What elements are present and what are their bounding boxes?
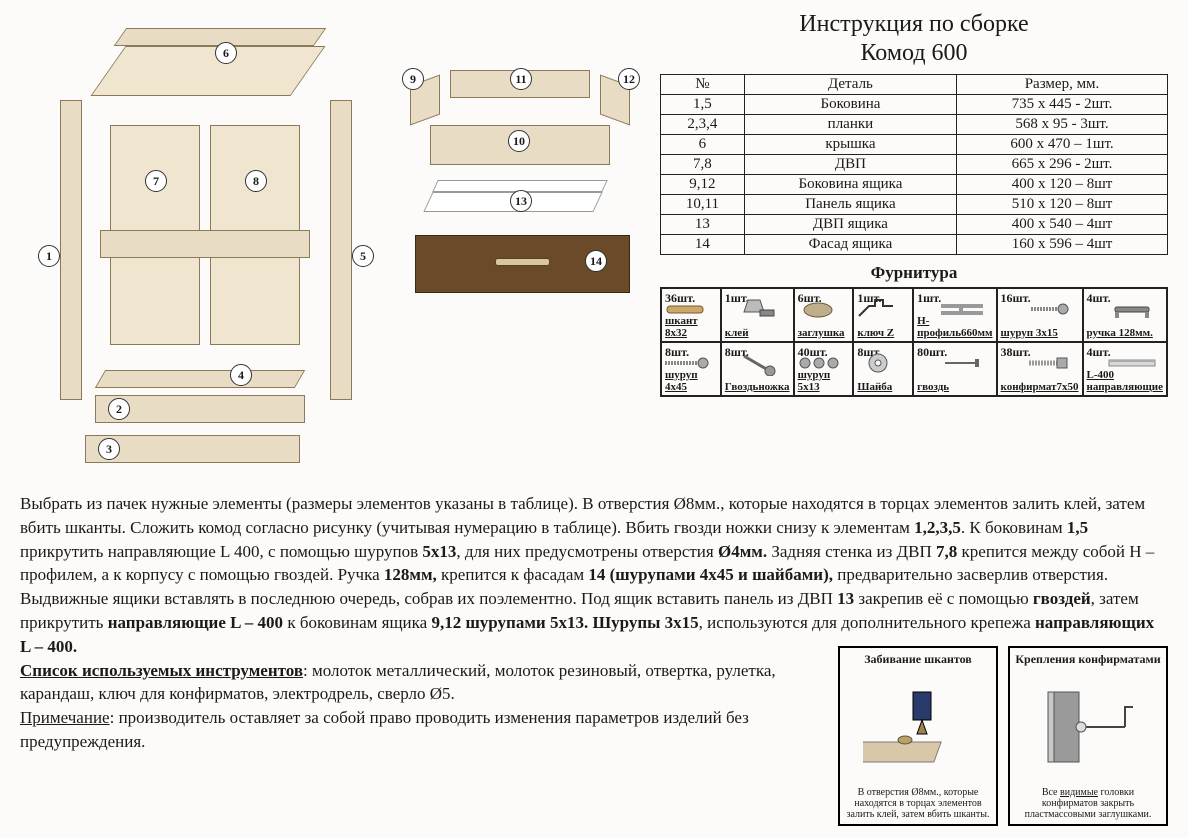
hardware-icon	[848, 295, 908, 323]
hint-box-confirmat: Крепления конфирматами Все видимые голов…	[1008, 646, 1168, 826]
hardware-cell: 8шт.Гвоздьножка	[721, 342, 794, 396]
hardware-cell: 8шт.шуруп 4х45	[661, 342, 721, 396]
hardware-cell: 1шт.ключ Z	[853, 288, 913, 342]
table-row: 14Фасад ящика160 х 596 – 4шт	[661, 234, 1168, 254]
callout-4: 4	[230, 364, 252, 386]
hardware-grid: 36шт.шкант 8х321шт.клей6шт.заглушка1шт.к…	[660, 287, 1168, 397]
hardware-title: Фурнитура	[660, 263, 1168, 283]
hardware-name: ручка 128мм.	[1087, 327, 1163, 339]
hardware-cell: 40шт.шуруп 5х13	[794, 342, 854, 396]
hardware-cell: 4шт.L-400 направляющие	[1083, 342, 1167, 396]
table-row: 13ДВП ящика400 х 540 – 4шт	[661, 214, 1168, 234]
parts-header-num: №	[661, 74, 745, 94]
callout-1: 1	[38, 245, 60, 267]
hardware-icon	[932, 295, 992, 323]
callout-9: 9	[402, 68, 424, 90]
callout-12: 12	[618, 68, 640, 90]
hardware-name: ключ Z	[857, 327, 909, 339]
hardware-name: шуруп 3х15	[1001, 327, 1079, 339]
hint-box-dowels: Забивание шкантов В отверстия Ø8мм., кот…	[838, 646, 998, 826]
hardware-name: конфирмат7х50	[1001, 381, 1079, 393]
table-row: 6крышка600 х 470 – 1шт.	[661, 134, 1168, 154]
callout-3: 3	[98, 438, 120, 460]
hardware-icon	[788, 295, 848, 323]
hardware-cell: 36шт.шкант 8х32	[661, 288, 721, 342]
parts-table: № Деталь Размер, мм. 1,5Боковина735 х 44…	[660, 74, 1168, 255]
table-row: 7,8ДВП665 х 296 - 2шт.	[661, 154, 1168, 174]
hardware-icon	[729, 349, 789, 377]
hardware-icon	[656, 295, 716, 323]
hardware-cell: 6шт.заглушка	[794, 288, 854, 342]
hardware-icon	[1102, 349, 1162, 377]
hardware-icon	[1018, 295, 1078, 323]
callout-13: 13	[510, 190, 532, 212]
exploded-diagram-cabinet: 1 2 3 4 5 6 7 8	[20, 10, 380, 480]
callout-6: 6	[215, 42, 237, 64]
hardware-cell: 8шт.Шайба	[853, 342, 913, 396]
hardware-name: Шайба	[857, 381, 909, 393]
hardware-cell: 16шт.шуруп 3х15	[997, 288, 1083, 342]
table-row: 2,3,4планки568 х 95 - 3шт.	[661, 114, 1168, 134]
hardware-icon	[788, 349, 848, 377]
drawer-handle	[495, 258, 550, 266]
table-row: 10,11Панель ящика510 х 120 – 8шт	[661, 194, 1168, 214]
hardware-name: гвоздь	[917, 381, 992, 393]
hardware-name: Гвоздьножка	[725, 381, 790, 393]
hardware-icon	[932, 349, 992, 377]
hardware-cell: 1шт.Н-профиль660мм	[913, 288, 996, 342]
hardware-icon	[729, 295, 789, 323]
hardware-cell: 4шт.ручка 128мм.	[1083, 288, 1167, 342]
callout-10: 10	[508, 130, 530, 152]
hardware-cell: 1шт.клей	[721, 288, 794, 342]
hardware-name: клей	[725, 327, 790, 339]
hardware-cell: 80шт.гвоздь	[913, 342, 996, 396]
callout-14: 14	[585, 250, 607, 272]
table-row: 1,5Боковина735 х 445 - 2шт.	[661, 94, 1168, 114]
parts-header-size: Размер, мм.	[957, 74, 1168, 94]
callout-7: 7	[145, 170, 167, 192]
hardware-name: заглушка	[798, 327, 850, 339]
callout-11: 11	[510, 68, 532, 90]
callout-2: 2	[108, 398, 130, 420]
hardware-icon	[1018, 349, 1078, 377]
hardware-icon	[656, 349, 716, 377]
hardware-cell: 38шт.конфирмат7х50	[997, 342, 1083, 396]
exploded-diagram-drawer: 9 10 11 12 13 14	[390, 50, 650, 370]
parts-header-detail: Деталь	[744, 74, 956, 94]
hardware-icon	[1102, 295, 1162, 323]
page-title: Инструкция по сборке Комод 600	[660, 10, 1168, 68]
hardware-icon	[848, 349, 908, 377]
callout-5: 5	[352, 245, 374, 267]
callout-8: 8	[245, 170, 267, 192]
table-row: 9,12Боковина ящика400 х 120 – 8шт	[661, 174, 1168, 194]
